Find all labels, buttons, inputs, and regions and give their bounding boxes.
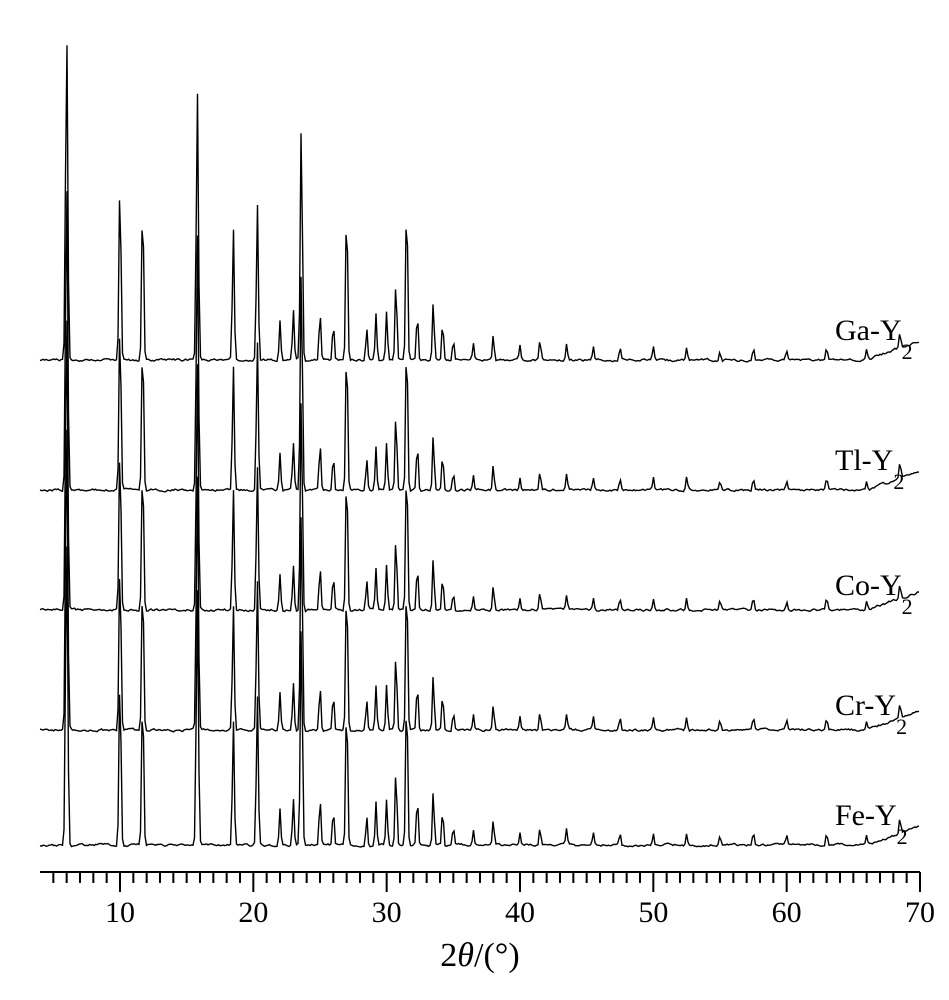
- x-axis: 10 20 30 40 50 60 70 2θ/(°): [40, 872, 935, 974]
- trace-gay: [40, 45, 919, 362]
- x-tick-label: 60: [772, 896, 802, 929]
- series-label: Tl-Y2: [835, 444, 904, 494]
- x-tick-label: 40: [505, 896, 535, 929]
- x-tick-label: 30: [372, 896, 402, 929]
- x-tick-label: 10: [105, 896, 135, 929]
- trace-fey: [40, 547, 919, 848]
- x-tick-label: 70: [905, 896, 935, 929]
- traces-group: [40, 45, 919, 847]
- trace-coy: [40, 321, 919, 612]
- series-label: Fe-Y2: [835, 799, 908, 849]
- trace-tly: [40, 191, 919, 492]
- x-axis-label: 2θ/(°): [440, 937, 519, 974]
- trace-cry: [40, 430, 919, 732]
- series-label: Cr-Y2: [835, 689, 907, 739]
- x-tick-label: 50: [638, 896, 668, 929]
- x-tick-label: 20: [238, 896, 268, 929]
- series-label: Co-Y2: [835, 569, 913, 619]
- xrd-chart: 102030405060702θ/(°)Ga-Y2Tl-Y2Co-Y2Cr-Y2…: [0, 0, 949, 1000]
